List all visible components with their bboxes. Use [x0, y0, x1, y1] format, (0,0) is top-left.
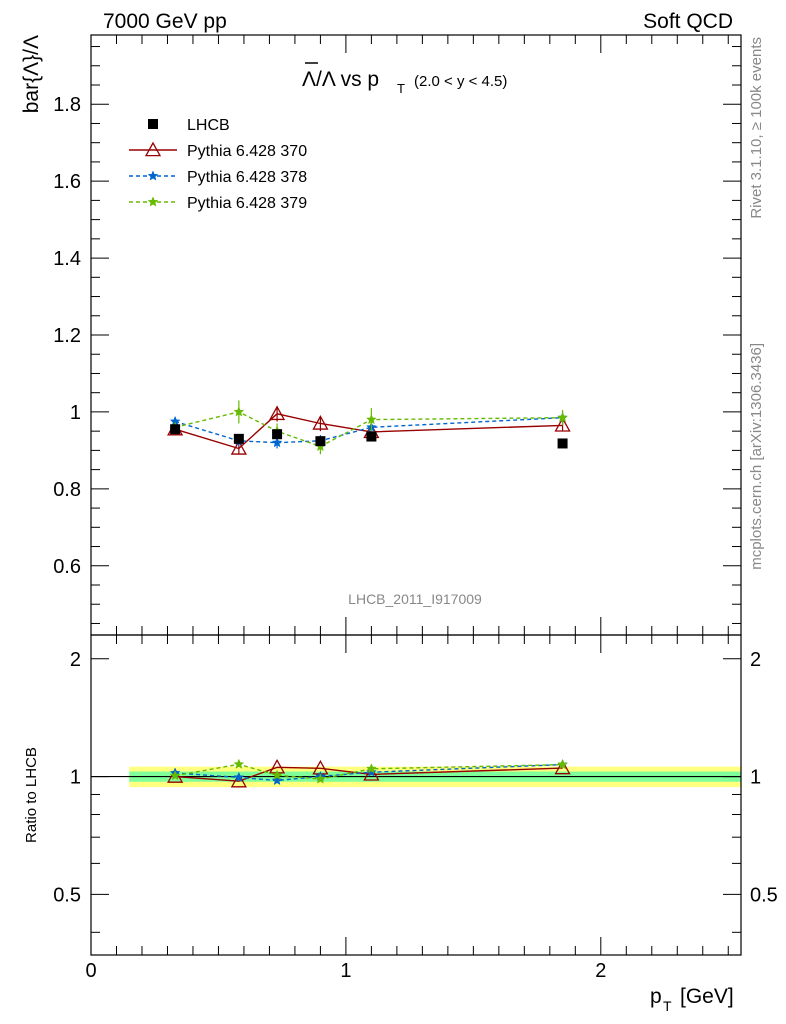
data-point [170, 424, 181, 435]
ratio-tick-label-right: 1 [750, 767, 761, 789]
data-point [312, 415, 329, 430]
y-tick-label: 1 [70, 402, 81, 424]
data-point [557, 412, 568, 423]
ratio-point [167, 768, 184, 783]
data-point [233, 406, 245, 417]
series-line [174, 413, 563, 450]
ratio-plot-frame [90, 634, 742, 956]
data-point [230, 440, 247, 455]
legend: LHCB Pythia 6.428 370 Pythia 6.428 378 Pyth… [129, 117, 307, 212]
data-point [272, 429, 283, 440]
chart-marks: 0 1 2 0.6 0.8 1 1.2 1.4 1.6 1.8 0.5 0.5 1 1 2 2 LHCB Pyth… [53, 34, 778, 982]
ratio-tick-label-right: 0.5 [750, 884, 778, 906]
x-tick-label: 2 [595, 960, 606, 982]
ratio-tick-label-left: 0.5 [53, 884, 81, 906]
legend-label: LHCB [187, 117, 230, 134]
ratio-point [230, 772, 247, 788]
series-s379-ratio [169, 758, 568, 784]
y-tick-label: 1.8 [53, 94, 81, 116]
y-tick-label: 1.4 [53, 248, 81, 270]
data-point [268, 405, 286, 421]
data-point [271, 437, 283, 448]
title-range: (2.0 < y < 4.5) [414, 73, 507, 90]
title-main: Λ/Λ vs p [302, 68, 379, 91]
legend-marker [144, 141, 162, 157]
x-axis-label-main: p [650, 985, 662, 1008]
data-point [366, 413, 377, 425]
ratio-point [366, 763, 377, 774]
ratio-tick-label-right: 2 [750, 649, 761, 671]
y-tick-label: 1.2 [53, 325, 81, 347]
y-tick-label: 0.8 [53, 479, 81, 501]
legend-marker [147, 196, 159, 207]
x-tick-label: 1 [340, 960, 351, 982]
plot-title: Λ/Λ vs p T (2.0 < y < 4.5) [302, 62, 507, 96]
data-point [557, 438, 568, 449]
data-point [233, 433, 244, 444]
analysis-watermark: LHCB_2011_I917009 [348, 591, 482, 607]
x-axis-label-unit: [GeV] [680, 985, 734, 1008]
ratio-line [174, 763, 563, 780]
ratio-tick-label-left: 2 [70, 649, 81, 671]
y-tick-label: 1.6 [53, 171, 81, 193]
ratio-tick-label-left: 1 [70, 767, 81, 789]
ratio-line [175, 766, 563, 782]
x-axis-label-sub: T [663, 998, 672, 1014]
ratio-point [366, 766, 377, 777]
ratio-axis-label: Ratio to LHCB [23, 747, 40, 843]
data-point [315, 436, 326, 447]
ratio-point [557, 758, 568, 770]
mcplots-info-text: mcplots.cern.ch [arXiv:1306.3436] [748, 343, 765, 570]
header-left: 7000 GeV pp [103, 10, 227, 33]
rivet-info-text: Rivet 3.1.10, ≥ 100k events [748, 37, 765, 219]
legend-marker-square [148, 119, 158, 129]
ratio-point [233, 771, 245, 783]
ratio-point [169, 770, 181, 781]
series-line [174, 417, 563, 444]
ratio-point [271, 774, 283, 786]
ratio-point [363, 766, 380, 781]
y-tick-label: 0.6 [53, 556, 81, 578]
data-point [366, 431, 377, 442]
legend-label: Pythia 6.428 378 [187, 169, 307, 186]
header-right: Soft QCD [643, 10, 733, 33]
data-point [554, 417, 571, 432]
ratio-point [271, 769, 283, 780]
ratio-point [554, 759, 571, 775]
y-axis-label: bar{Λ}/Λ [20, 35, 43, 113]
title-sub: T [397, 81, 405, 96]
legend-label: Pythia 6.428 379 [187, 195, 307, 212]
x-tick-label: 0 [85, 960, 96, 982]
series-data-main [170, 424, 568, 449]
x-axis-title: p T [GeV] [650, 985, 734, 1014]
series-s378-main [169, 411, 568, 449]
ratio-point [233, 758, 245, 769]
legend-label: Pythia 6.428 370 [187, 143, 307, 160]
legend-marker [147, 170, 159, 181]
ratio-point [315, 773, 326, 784]
